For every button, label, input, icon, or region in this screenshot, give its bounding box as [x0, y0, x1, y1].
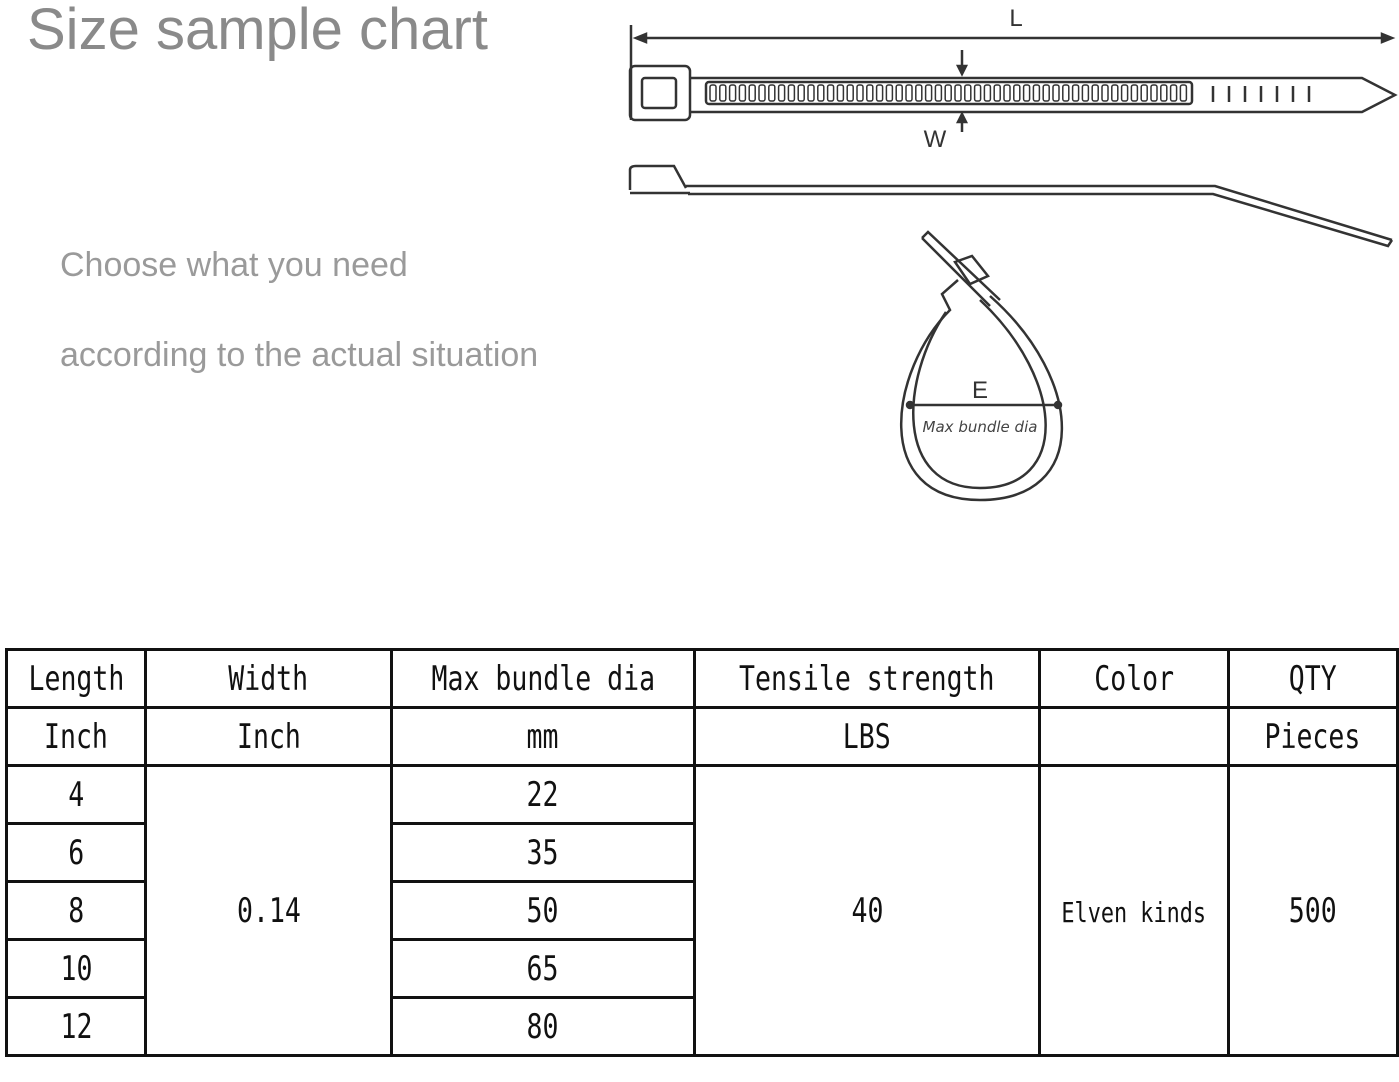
cell-max-bundle-dia: 50: [389, 880, 697, 941]
page-title: Size sample chart: [27, 0, 488, 62]
tie-tooth: [1052, 84, 1060, 102]
tie-tooth: [768, 84, 776, 102]
tie-tooth: [934, 84, 943, 102]
tie-tooth: [1150, 84, 1158, 102]
header-tensile-strength: Tensile strength: [692, 648, 1042, 709]
cable-tie-top-view: [628, 64, 1398, 122]
tie-tooth: [1120, 84, 1129, 102]
tie-tooth: [993, 84, 1001, 102]
tie-tooth: [1130, 84, 1139, 102]
tie-tooth: [836, 84, 845, 102]
tie-tooth: [964, 84, 972, 102]
unit-color: [1038, 706, 1230, 767]
tie-tooth: [895, 84, 903, 102]
table-row: 6 35: [4, 822, 1398, 883]
table-row: 8 50: [4, 880, 1398, 941]
tie-tooth: [728, 84, 737, 102]
tie-tooth: [1042, 84, 1050, 102]
cell-qty: 500: [1226, 764, 1399, 1057]
tie-tooth: [709, 84, 717, 102]
tie-tooth: [719, 84, 727, 102]
cell-length: 8: [4, 880, 148, 941]
tie-tooth: [1179, 84, 1188, 102]
size-spec-table: Length Width Max bundle dia Tensile stre…: [4, 648, 1399, 1057]
tie-tooth: [738, 84, 747, 102]
tie-tooth: [1022, 84, 1031, 102]
header-width: Width: [144, 648, 393, 709]
width-label: W: [924, 126, 947, 153]
unit-qty: Pieces: [1226, 706, 1399, 767]
unit-width: Inch: [144, 706, 393, 767]
tie-tooth: [954, 84, 962, 102]
tie-tooth: [944, 84, 952, 102]
tie-tooth: [797, 84, 805, 102]
table-row: 10 65: [4, 938, 1398, 999]
cell-length: 10: [4, 938, 148, 999]
header-qty: QTY: [1226, 648, 1399, 709]
table-units-row: Inch Inch mm LBS Pieces: [4, 706, 1399, 767]
tie-tooth: [846, 84, 854, 102]
tie-tooth: [758, 84, 766, 102]
tie-tooth: [924, 84, 933, 102]
tie-tooth: [1071, 84, 1080, 102]
tie-tooth: [748, 84, 756, 102]
table-row: 12 80: [4, 996, 1398, 1057]
subtitle-line-2: according to the actual situation: [60, 336, 539, 374]
cell-max-bundle-dia: 80: [389, 996, 697, 1057]
tie-tooth: [1091, 84, 1099, 102]
tie-tooth: [866, 84, 874, 102]
tie-tooth: [856, 84, 864, 102]
cable-tie-diagram: L W E Max bundle dia: [628, 5, 1398, 502]
diameter-label: E: [972, 377, 988, 404]
tie-tooth: [983, 84, 992, 102]
tie-tooth: [905, 84, 913, 102]
table-row: 4 0.14 22 40 Elven kinds 500: [4, 764, 1399, 1057]
cable-tie-side-view: [628, 164, 1394, 248]
subtitle-line-1: Choose what you need: [60, 246, 408, 284]
cell-tensile-strength: 40: [692, 764, 1042, 1057]
tie-tooth: [1169, 84, 1178, 102]
tie-tooth: [787, 84, 796, 102]
tie-tooth: [1081, 84, 1090, 102]
tie-tooth: [1032, 84, 1041, 102]
unit-length: Inch: [4, 706, 148, 767]
tie-tooth: [1101, 84, 1109, 102]
header-length: Length: [4, 648, 148, 709]
tie-tooth: [1111, 84, 1119, 102]
tie-tooth: [885, 84, 894, 102]
tie-tooth: [817, 84, 825, 102]
tie-tooth: [1140, 84, 1148, 102]
tie-tooth: [777, 84, 786, 102]
tie-tooth: [826, 84, 835, 102]
unit-tensile-strength: LBS: [692, 706, 1042, 767]
tie-tooth: [915, 84, 923, 102]
cell-length: 6: [4, 822, 148, 883]
length-label: L: [1009, 5, 1022, 32]
tie-tooth: [1013, 84, 1021, 102]
header-color: Color: [1038, 648, 1230, 709]
unit-max-bundle-dia: mm: [389, 706, 697, 767]
tie-tooth: [1003, 84, 1011, 102]
cell-color: Elven kinds: [1038, 764, 1230, 1057]
tie-tooth: [973, 84, 982, 102]
cell-max-bundle-dia: 22: [389, 764, 697, 825]
cell-width: 0.14: [144, 764, 393, 1057]
tie-tooth: [1062, 84, 1070, 102]
tie-tooth: [1160, 84, 1168, 102]
cell-max-bundle-dia: 65: [389, 938, 697, 999]
tie-tooth: [875, 84, 884, 102]
table-header-row: Length Width Max bundle dia Tensile stre…: [4, 648, 1399, 709]
cell-max-bundle-dia: 35: [389, 822, 697, 883]
header-max-bundle-dia: Max bundle dia: [389, 648, 697, 709]
cell-length: 12: [4, 996, 148, 1057]
tie-tooth: [807, 84, 815, 102]
cable-tie-loop: [899, 230, 1064, 502]
cell-length: 4: [4, 764, 148, 825]
diameter-caption: Max bundle dia: [923, 418, 1038, 436]
